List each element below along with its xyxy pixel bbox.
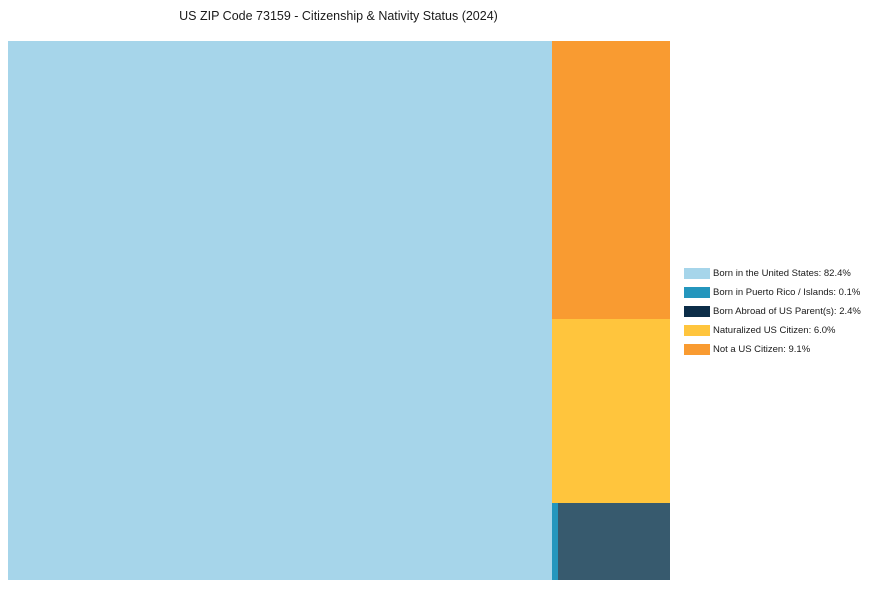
legend-label-naturalized-us-citizen: Naturalized US Citizen: 6.0% [713,325,836,336]
legend-item-not-a-us-citizen[interactable]: Not a US Citizen: 9.1% [684,340,884,359]
treemap-tile-born-in-the-united-states[interactable] [8,41,552,580]
legend-item-born-in-the-united-states[interactable]: Born in the United States: 82.4% [684,264,884,283]
legend-item-naturalized-us-citizen[interactable]: Naturalized US Citizen: 6.0% [684,321,884,340]
legend-swatch-naturalized-us-citizen [684,325,710,336]
legend-swatch-born-abroad-of-us-parents [684,306,710,317]
legend-item-born-abroad-of-us-parents[interactable]: Born Abroad of US Parent(s): 2.4% [684,302,884,321]
legend-label-born-abroad-of-us-parents: Born Abroad of US Parent(s): 2.4% [713,306,861,317]
treemap-plot-area [8,41,670,580]
legend-label-not-a-us-citizen: Not a US Citizen: 9.1% [713,344,811,355]
chart-title: US ZIP Code 73159 - Citizenship & Nativi… [179,9,498,23]
legend-swatch-born-in-the-united-states [684,268,710,279]
legend-label-born-in-puerto-rico-islands: Born in Puerto Rico / Islands: 0.1% [713,287,861,298]
legend-swatch-born-in-puerto-rico-islands [684,287,710,298]
treemap-tile-born-in-puerto-rico-islands[interactable] [552,503,558,580]
treemap-tile-not-a-us-citizen[interactable] [552,41,670,319]
legend-item-born-in-puerto-rico-islands[interactable]: Born in Puerto Rico / Islands: 0.1% [684,283,884,302]
legend-swatch-not-a-us-citizen [684,344,710,355]
treemap-tile-naturalized-us-citizen[interactable] [552,319,670,503]
legend-label-born-in-the-united-states: Born in the United States: 82.4% [713,268,851,279]
treemap-tile-born-abroad-of-us-parents[interactable] [558,503,670,580]
chart-legend: Born in the United States: 82.4% Born in… [684,264,884,359]
